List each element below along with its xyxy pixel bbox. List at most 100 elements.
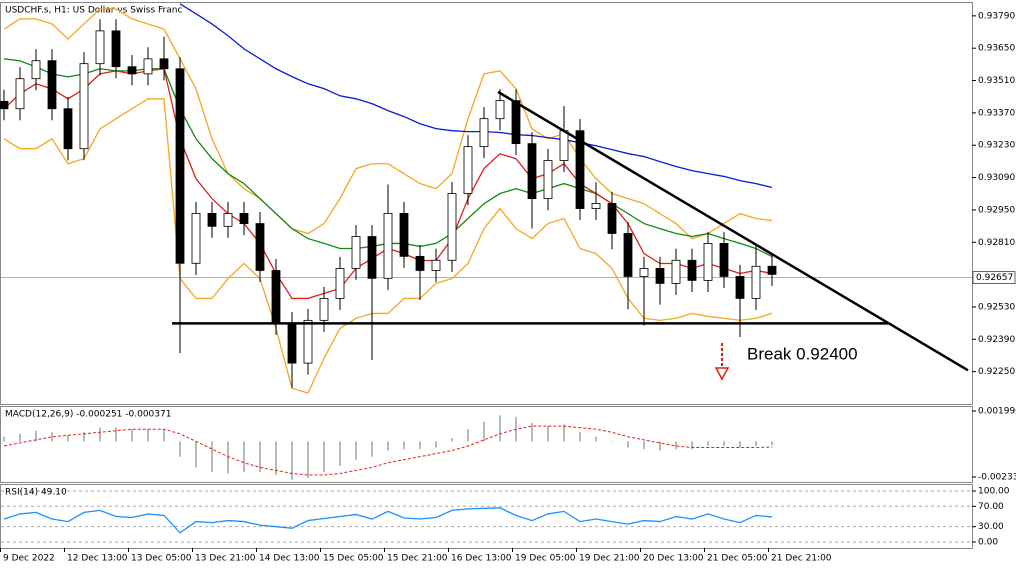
y-tick-label: 0.92390 [978,335,1015,345]
histogram-bar [51,432,53,442]
panel-title: USDCHF.s, H1: US Dollar vs Swiss Franc [5,6,182,16]
candle-body [127,66,137,75]
current-price-label: 0.92657 [976,273,1013,283]
histogram-bar [83,432,85,442]
y-tick-label: -0.002331 [978,472,1016,482]
candle-body [415,255,425,271]
histogram-bar [595,436,597,442]
candle-body [687,259,697,281]
histogram-bar [707,441,709,446]
candle-body [735,276,745,299]
histogram-bar [499,415,501,442]
histogram-bar [35,430,37,442]
y-tick-label: 0.93650 [978,44,1015,54]
main-panel [0,2,973,405]
candle-body [543,160,553,200]
candle-body [175,68,185,264]
x-tick-label: 19 Dec 21:00 [579,554,640,564]
x-tick-label: 9 Dec 2022 [3,554,55,564]
candle-body [495,100,505,120]
histogram-bar [259,441,261,472]
histogram-bar [67,435,69,442]
candle-body [511,100,521,145]
histogram-bar [387,441,389,451]
histogram-bar [435,441,437,448]
candle-body [447,193,457,261]
candle-body [351,236,361,269]
histogram-bar [483,421,485,442]
candle-body [191,212,201,264]
histogram-bar [467,429,469,442]
candle-body [623,233,633,277]
y-tick-label: 0.92530 [978,302,1015,312]
candle-body [111,30,121,68]
histogram-bar [323,441,325,472]
histogram-bar [675,441,677,450]
y-tick-label: 30.00 [978,522,1004,532]
x-tick-label: 21 Dec 21:00 [771,554,832,564]
y-tick-label: 0.00 [978,537,998,547]
series-line [3,8,773,240]
y-tick-label: 0.93510 [978,76,1015,86]
histogram-bar [3,436,5,442]
series-line [179,3,773,189]
candle-body [287,322,297,364]
macd-panel [0,406,973,483]
histogram-bar [403,441,405,450]
x-tick-label: 16 Dec 13:00 [451,554,512,564]
histogram-bar [771,441,773,446]
panel-title: MACD(12,26,9) -0.000251 -0.000371 [5,410,171,420]
y-tick-label: 0.93090 [978,173,1015,183]
candle-body [223,212,233,227]
histogram-bar [531,423,533,442]
histogram-bar [211,441,213,472]
histogram-bar [195,441,197,468]
y-tick-label: 0.93790 [978,11,1015,21]
x-tick-label: 21 Dec 05:00 [707,554,768,564]
candle-body [367,236,377,279]
x-tick-label: 13 Dec 21:00 [195,554,256,564]
candle-body [607,203,617,234]
candle-body [703,243,713,281]
y-tick-label: 100.00 [978,486,1010,496]
candle-body [0,100,9,110]
y-tick-label: 0.001990 [978,407,1016,417]
histogram-bar [147,429,149,442]
candle-body [383,212,393,279]
trend-line [497,90,969,372]
candle-body [767,265,777,275]
candle-body [63,108,73,150]
histogram-bar [691,441,693,450]
candle-body [655,267,665,284]
x-tick-label: 12 Dec 13:00 [67,554,128,564]
histogram-bar [99,427,101,442]
y-tick-label: 0.92810 [978,238,1015,248]
histogram-bar [643,441,645,450]
candle-body [303,319,313,364]
histogram-bar [275,441,277,475]
histogram-bar [723,441,725,446]
current-price-box [972,271,1016,284]
candle-body [15,78,25,110]
histogram-bar [371,441,373,457]
histogram-bar [419,441,421,450]
x-tick-label: 14 Dec 13:00 [259,554,320,564]
candle-body [591,203,601,209]
x-tick-label: 15 Dec 05:00 [323,554,384,564]
candle-body [335,267,345,299]
candle-body [79,63,89,150]
x-tick-label: 19 Dec 05:00 [515,554,576,564]
histogram-bar [451,438,453,442]
histogram-bar [307,441,309,479]
candle-body [47,60,57,110]
candle-body [31,60,41,80]
candle-body [239,212,249,224]
candle-body [751,265,761,299]
x-tick-label: 20 Dec 13:00 [643,554,704,564]
histogram-bar [227,441,229,474]
y-tick-label: 70.00 [978,502,1004,512]
histogram-bar [163,429,165,442]
candle-body [207,212,217,227]
candle-body [575,130,585,209]
candle-body [255,223,265,271]
